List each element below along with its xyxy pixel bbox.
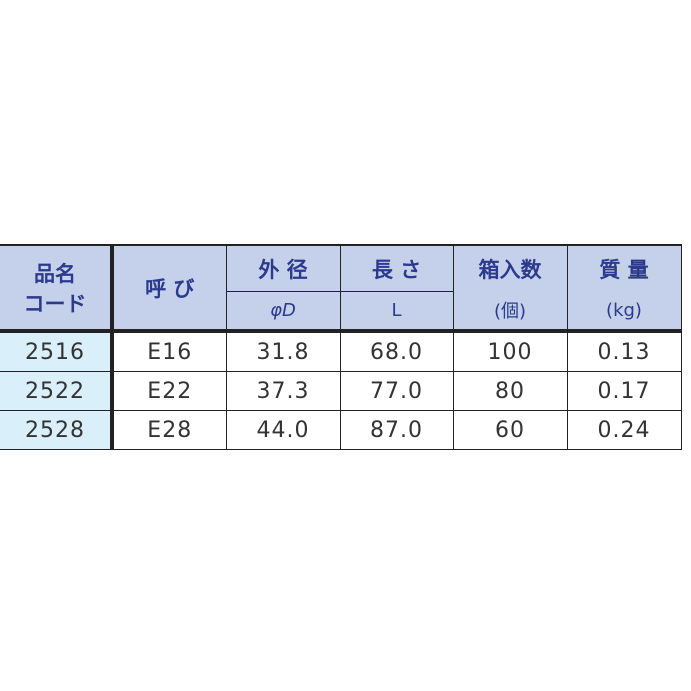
header-code-line1: 品名 <box>34 261 76 286</box>
unit-diameter: φD <box>225 291 341 333</box>
cell-weight: 0.13 <box>566 330 682 372</box>
cell-nominal: E16 <box>111 330 227 372</box>
header-code: 品名 コード <box>0 244 114 333</box>
cell-qty: 80 <box>452 371 568 411</box>
cell-code: 2516 <box>0 330 114 372</box>
cell-length: 68.0 <box>339 330 454 372</box>
cell-length: 77.0 <box>339 371 454 411</box>
header-unit-row: φD L (個) (kg) <box>0 291 682 333</box>
header-box-qty: 箱入数 <box>452 244 568 292</box>
header-row: 品名コード 呼 び 外 径 長 さ 箱入数 質 量 <box>0 244 682 333</box>
cell-diameter: 44.0 <box>225 410 341 450</box>
cell-nominal: E28 <box>111 410 227 450</box>
cell-qty: 100 <box>452 330 568 372</box>
unit-length: L <box>339 291 454 333</box>
table-row: 2528 E28 44.0 87.0 60 0.24 <box>0 410 682 450</box>
cell-nominal: E22 <box>111 371 227 411</box>
unit-weight: (kg) <box>566 291 682 333</box>
cell-code: 2528 <box>0 410 114 450</box>
table-row: 2522 E22 37.3 77.0 80 0.17 <box>0 371 682 411</box>
table-row: 2516 E16 31.8 68.0 100 0.13 <box>0 330 682 372</box>
cell-qty: 60 <box>452 410 568 450</box>
cell-diameter: 31.8 <box>225 330 341 372</box>
spec-table: 品名 コード 呼 び 外 径 長 さ 箱入数 質 量 φD L (個) (kg) … <box>0 244 682 450</box>
cell-weight: 0.17 <box>566 371 682 411</box>
header-length: 長 さ <box>339 244 454 292</box>
cell-weight: 0.24 <box>566 410 682 450</box>
cell-length: 87.0 <box>339 410 454 450</box>
cell-code: 2522 <box>0 371 114 411</box>
header-outer-diameter: 外 径 <box>225 244 341 292</box>
header-code-line2: コード <box>23 291 87 316</box>
header-weight: 質 量 <box>566 244 682 292</box>
cell-diameter: 37.3 <box>225 371 341 411</box>
header-nominal: 呼 び <box>111 244 227 333</box>
unit-box-qty: (個) <box>452 291 568 333</box>
